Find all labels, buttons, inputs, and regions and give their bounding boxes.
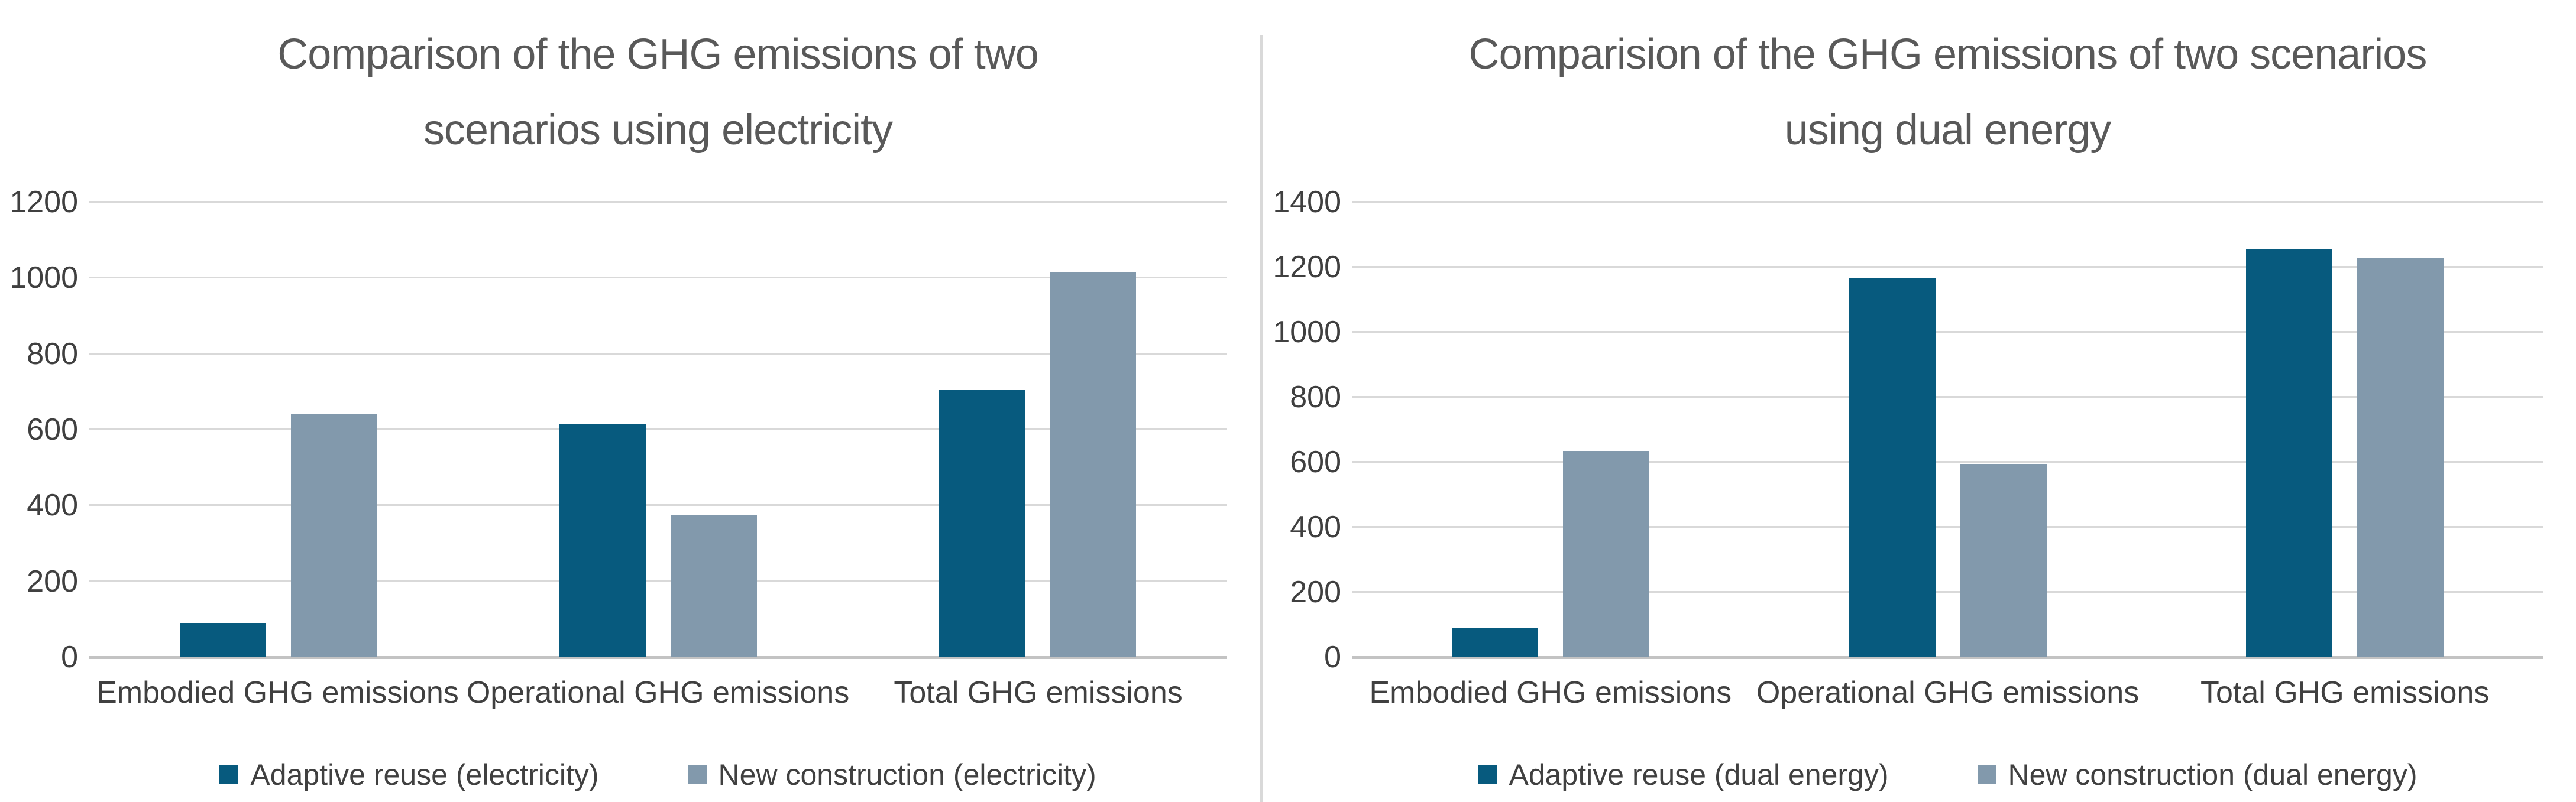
legend-label: New construction (electricity) [718, 758, 1096, 791]
y-tick-label: 800 [1290, 380, 1341, 414]
legend-marker-icon [1478, 765, 1497, 784]
category-label: Embodied GHG emissions [1369, 676, 1732, 710]
y-axis: 0 200 400 600 800 1000 1200 [0, 0, 78, 802]
legend-marker-icon [1977, 765, 1996, 784]
gridline [1352, 656, 2543, 659]
y-tick-label: 1000 [9, 261, 78, 296]
bar [1562, 450, 1649, 657]
y-tick-label: 600 [27, 413, 78, 447]
bar-group [1352, 202, 1749, 657]
panel-divider [1260, 35, 1263, 802]
y-tick-label: 1200 [9, 185, 78, 219]
bar-groups [89, 202, 1227, 657]
legend-item: New construction (electricity) [687, 758, 1096, 792]
chart-title-line: using dual energy [1784, 106, 2111, 154]
gridline [1352, 396, 2543, 398]
chart-electricity-panel: Comparison of the GHG emissions of two s… [0, 0, 1260, 802]
bar-groups [1352, 202, 2543, 657]
bar [179, 623, 266, 657]
plot-area [1352, 201, 2543, 659]
gridline [1352, 591, 2543, 593]
bar [939, 389, 1025, 657]
category-axis: Embodied GHG emissions Operational GHG em… [1352, 674, 2543, 712]
gridline [1352, 461, 2543, 463]
gridline [89, 277, 1227, 279]
plot-area [89, 201, 1227, 659]
y-tick-label: 200 [1290, 575, 1341, 609]
gridline [1352, 266, 2543, 268]
category-axis: Embodied GHG emissions Operational GHG em… [89, 674, 1227, 712]
bar [1050, 272, 1137, 657]
y-tick-label: 0 [1324, 640, 1341, 674]
bar [2246, 249, 2333, 657]
bar [670, 515, 757, 657]
y-tick-label: 600 [1290, 445, 1341, 479]
bar-group [847, 202, 1227, 657]
bar [1451, 628, 1538, 657]
gridline [89, 656, 1227, 659]
bar [2357, 257, 2444, 657]
legend-label: New construction (dual energy) [2008, 758, 2418, 791]
chart-title-line: Comparison of the GHG emissions of two [277, 31, 1039, 78]
legend-marker-icon [219, 765, 239, 784]
category-label: Operational GHG emissions [466, 676, 850, 710]
gridline [89, 580, 1227, 582]
category-label: Embodied GHG emissions [96, 676, 459, 710]
chart-title: Comparision of the GHG emissions of two … [1352, 17, 2543, 168]
bar [1849, 278, 1936, 657]
bar-group [2146, 202, 2543, 657]
chart-title-line: scenarios using electricity [423, 106, 893, 154]
bar [1960, 463, 2047, 657]
gridline [89, 352, 1227, 355]
bar [559, 424, 646, 657]
chart-title-line: Comparision of the GHG emissions of two … [1468, 31, 2428, 78]
gridline [89, 504, 1227, 506]
legend-label: Adaptive reuse (electricity) [250, 758, 599, 791]
y-tick-label: 800 [27, 336, 78, 371]
y-axis: 0 200 400 600 800 1000 1200 1400 [1263, 0, 1341, 802]
legend-marker-icon [687, 765, 707, 784]
bar-group [1749, 202, 2147, 657]
legend-item: Adaptive reuse (dual energy) [1478, 758, 1889, 792]
y-tick-label: 1400 [1273, 185, 1341, 219]
chart-title: Comparison of the GHG emissions of two s… [89, 17, 1227, 168]
category-label: Total GHG emissions [2200, 676, 2490, 710]
y-tick-label: 200 [27, 564, 78, 599]
category-label: Operational GHG emissions [1756, 676, 2140, 710]
bar-group [468, 202, 848, 657]
gridline [89, 201, 1227, 203]
bar-group [89, 202, 468, 657]
category-label: Total GHG emissions [894, 676, 1183, 710]
gridline [1352, 526, 2543, 528]
legend-item: Adaptive reuse (electricity) [219, 758, 599, 792]
gridline [89, 428, 1227, 430]
legend-item: New construction (dual energy) [1977, 758, 2418, 792]
y-tick-label: 400 [27, 488, 78, 523]
legend: Adaptive reuse (dual energy) New construc… [1352, 756, 2543, 793]
y-tick-label: 400 [1290, 510, 1341, 544]
y-tick-label: 1200 [1273, 250, 1341, 284]
gridline [1352, 201, 2543, 203]
y-tick-label: 1000 [1273, 315, 1341, 349]
bar [290, 414, 377, 657]
y-tick-label: 0 [61, 640, 78, 674]
gridline [1352, 331, 2543, 333]
legend: Adaptive reuse (electricity) New construc… [89, 756, 1227, 793]
chart-dual-energy-panel: Comparision of the GHG emissions of two … [1263, 0, 2576, 802]
legend-label: Adaptive reuse (dual energy) [1509, 758, 1889, 791]
